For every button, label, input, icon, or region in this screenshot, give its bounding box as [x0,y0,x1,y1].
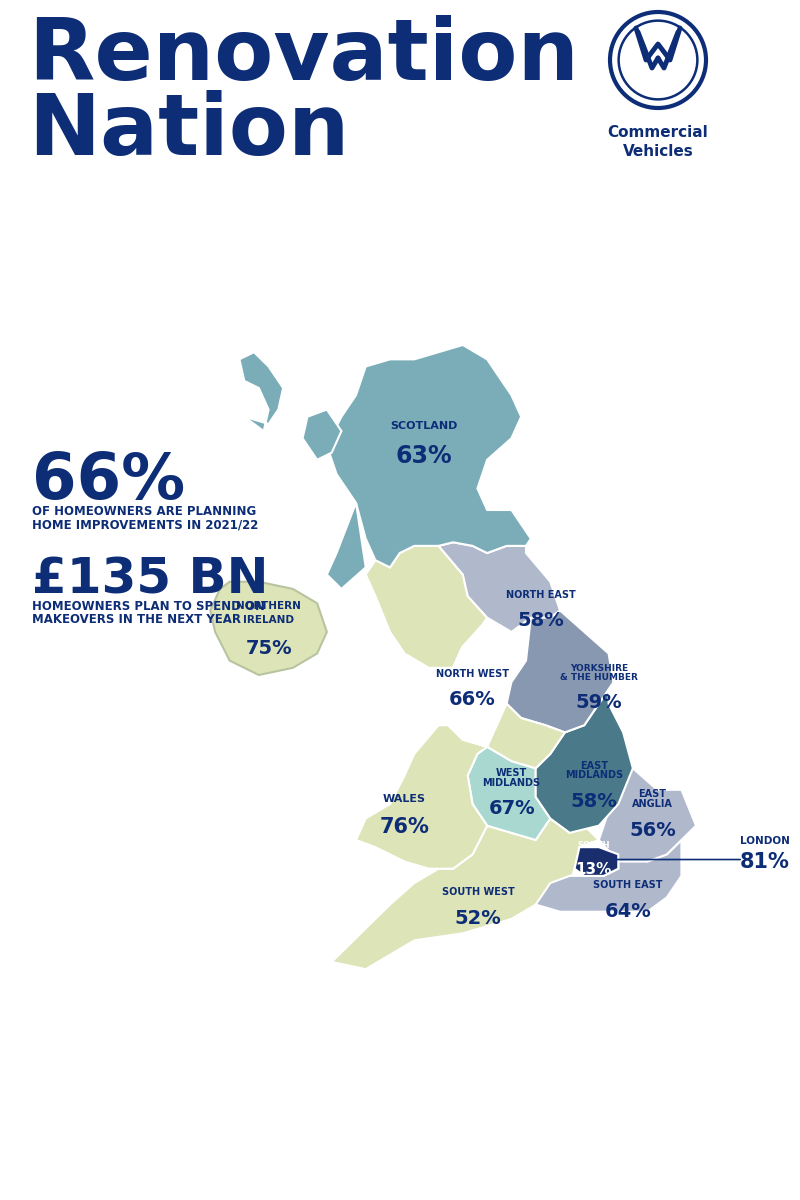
Polygon shape [366,546,565,768]
Polygon shape [599,732,696,862]
Text: 58%: 58% [571,792,618,811]
Text: EAST: EAST [580,761,608,770]
Text: 66%: 66% [449,690,496,709]
Polygon shape [332,775,599,970]
Text: £135 BN: £135 BN [32,554,269,602]
Text: Nation: Nation [28,90,350,173]
Text: IRELAND: IRELAND [243,614,294,625]
Text: YORKSHIRE: YORKSHIRE [570,664,628,673]
Text: 64%: 64% [605,902,651,922]
Text: MIDLANDS: MIDLANDS [482,778,541,787]
Polygon shape [327,503,366,589]
Text: & THE HUMBER: & THE HUMBER [560,673,638,682]
Text: 56%: 56% [629,821,676,840]
Text: EAST: EAST [638,790,666,799]
Text: SOUTH: SOUTH [577,841,610,850]
Polygon shape [574,847,618,876]
Text: OF HOMEOWNERS ARE PLANNING: OF HOMEOWNERS ARE PLANNING [32,505,256,518]
Text: 75%: 75% [246,638,292,658]
Text: Commercial
Vehicles: Commercial Vehicles [608,125,708,160]
Polygon shape [463,575,614,732]
Polygon shape [536,840,682,912]
Polygon shape [302,409,342,460]
Text: WEST: WEST [496,768,527,778]
Text: Renovation: Renovation [28,14,579,98]
Text: LONDON: LONDON [740,835,790,846]
Text: SOUTH WEST: SOUTH WEST [442,887,514,898]
Text: 81%: 81% [740,852,790,871]
Polygon shape [239,352,283,431]
Polygon shape [536,654,633,833]
Text: 13%: 13% [575,862,611,877]
Text: HOME IMPROVEMENTS IN 2021/22: HOME IMPROVEMENTS IN 2021/22 [32,518,258,532]
Text: 76%: 76% [379,817,429,838]
Polygon shape [438,542,560,632]
Text: ANGLIA: ANGLIA [632,799,673,809]
Text: 63%: 63% [396,444,452,468]
Text: HOMEOWNERS PLAN TO SPEND ON: HOMEOWNERS PLAN TO SPEND ON [32,600,265,613]
Text: 59%: 59% [576,692,622,712]
Polygon shape [468,703,550,840]
Text: NORTHERN: NORTHERN [236,601,301,611]
Text: MAKEOVERS IN THE NEXT YEAR: MAKEOVERS IN THE NEXT YEAR [32,613,241,626]
Text: WALES: WALES [382,794,426,804]
Polygon shape [356,725,487,869]
Text: NORTH EAST: NORTH EAST [506,589,576,600]
Text: 52%: 52% [454,910,502,928]
Text: MIDLANDS: MIDLANDS [566,770,623,780]
Text: NORTH WEST: NORTH WEST [436,668,509,678]
Text: 58%: 58% [518,612,564,630]
Text: 66%: 66% [32,450,185,512]
Text: SCOTLAND: SCOTLAND [390,421,458,431]
Text: 67%: 67% [488,799,535,818]
Polygon shape [210,582,327,674]
Text: SOUTH EAST: SOUTH EAST [594,881,662,890]
Polygon shape [327,344,531,568]
